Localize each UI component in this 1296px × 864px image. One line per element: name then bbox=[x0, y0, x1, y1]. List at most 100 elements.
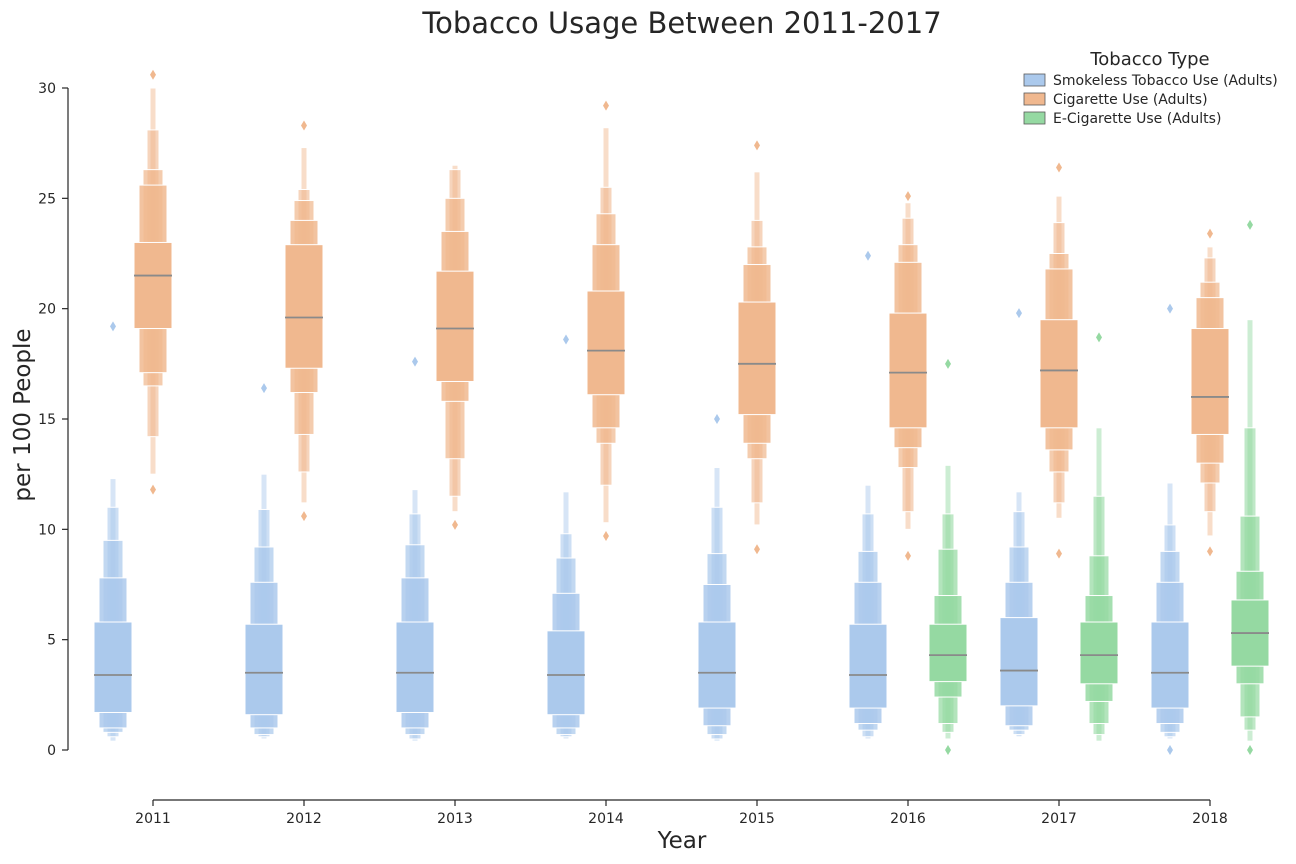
boxen-level-0 bbox=[93, 621, 133, 713]
boxen-level-0 bbox=[1039, 319, 1079, 429]
legend-items: Smokeless Tobacco Use (Adults) Cigarette … bbox=[1023, 73, 1278, 127]
legend-swatch bbox=[1023, 92, 1046, 106]
boxen-group bbox=[1190, 228, 1230, 557]
y-tick-label: 5 bbox=[47, 633, 56, 649]
legend-swatch bbox=[1023, 73, 1046, 87]
outlier-point bbox=[865, 250, 871, 261]
x-tick-label: 2013 bbox=[437, 811, 473, 827]
plot-area bbox=[93, 69, 1270, 755]
series-1 bbox=[133, 69, 1230, 561]
outlier-point bbox=[452, 519, 458, 530]
legend: Tobacco Type Smokeless Tobacco Use (Adul… bbox=[1023, 49, 1278, 127]
y-tick-label: 20 bbox=[38, 302, 56, 318]
outlier-point bbox=[945, 358, 951, 369]
boxen-level-0 bbox=[133, 241, 173, 330]
y-tick-label: 25 bbox=[38, 191, 56, 207]
outlier-point bbox=[714, 414, 720, 424]
boxen-level-0 bbox=[435, 270, 475, 382]
boxen-level-0 bbox=[1190, 328, 1230, 435]
boxen-group bbox=[848, 250, 888, 740]
y-axis-ticks: 0 5 10 15 20 25 30 bbox=[38, 81, 68, 759]
x-tick-label: 2012 bbox=[286, 811, 322, 827]
outlier-point bbox=[301, 120, 307, 131]
boxen-group bbox=[888, 191, 928, 561]
boxen-group bbox=[546, 334, 586, 740]
outlier-point bbox=[1207, 546, 1213, 557]
boxen-group bbox=[1230, 219, 1270, 755]
boxen-group bbox=[586, 100, 626, 541]
boxen-level-0 bbox=[1079, 621, 1119, 685]
x-tick-label: 2016 bbox=[890, 811, 926, 827]
x-axis-ticks: 2011 2012 2013 2014 2015 2016 2017 2018 bbox=[135, 800, 1228, 827]
boxen-level-0 bbox=[395, 621, 435, 713]
outlier-point bbox=[1167, 745, 1173, 755]
outlier-point bbox=[603, 530, 609, 541]
boxen-level-0 bbox=[697, 621, 737, 709]
series-2 bbox=[928, 219, 1270, 755]
outlier-point bbox=[603, 100, 609, 111]
legend-label: E-Cigarette Use (Adults) bbox=[1053, 111, 1221, 127]
outlier-point bbox=[301, 511, 307, 522]
outlier-point bbox=[1247, 219, 1253, 230]
outlier-point bbox=[150, 484, 156, 495]
outlier-point bbox=[1056, 162, 1062, 173]
y-tick-label: 0 bbox=[47, 743, 56, 759]
boxen-level-0 bbox=[546, 630, 586, 716]
boxen-level-0 bbox=[999, 617, 1039, 707]
x-tick-label: 2014 bbox=[588, 811, 624, 827]
boxen-group bbox=[93, 321, 133, 742]
boxen-group bbox=[1150, 303, 1190, 755]
x-tick-label: 2015 bbox=[739, 811, 775, 827]
outlier-point bbox=[1207, 228, 1213, 239]
x-tick-label: 2017 bbox=[1041, 811, 1077, 827]
y-tick-label: 30 bbox=[38, 81, 56, 97]
x-tick-label: 2011 bbox=[135, 811, 171, 827]
outlier-point bbox=[1096, 332, 1102, 343]
outlier-point bbox=[261, 383, 267, 394]
x-tick-label: 2018 bbox=[1192, 811, 1228, 827]
boxen-level-0 bbox=[284, 244, 324, 369]
y-tick-label: 10 bbox=[38, 522, 56, 538]
legend-label: Smokeless Tobacco Use (Adults) bbox=[1053, 73, 1278, 89]
boxen-group bbox=[697, 414, 737, 742]
boxen-group bbox=[244, 383, 284, 740]
outlier-point bbox=[1247, 745, 1253, 755]
chart-title: Tobacco Usage Between 2011-2017 bbox=[421, 6, 941, 40]
boxen-level-0 bbox=[888, 312, 928, 429]
legend-swatch bbox=[1023, 111, 1046, 125]
legend-item: E-Cigarette Use (Adults) bbox=[1023, 111, 1221, 127]
outlier-point bbox=[110, 321, 116, 332]
boxen-level-0 bbox=[928, 623, 968, 683]
boxen-level-0 bbox=[737, 301, 777, 416]
legend-label: Cigarette Use (Adults) bbox=[1053, 92, 1208, 108]
outlier-point bbox=[754, 140, 760, 151]
boxen-group bbox=[1079, 332, 1119, 742]
outlier-point bbox=[150, 69, 156, 80]
boxen-level-0 bbox=[244, 623, 284, 716]
outlier-point bbox=[945, 745, 951, 755]
outlier-point bbox=[1167, 303, 1173, 314]
boxen-group bbox=[435, 164, 475, 530]
x-axis-label: Year bbox=[657, 828, 707, 854]
legend-item: Smokeless Tobacco Use (Adults) bbox=[1023, 73, 1278, 89]
boxen-group bbox=[1039, 162, 1079, 559]
boxen-level-0 bbox=[586, 290, 626, 396]
outlier-point bbox=[905, 550, 911, 561]
outlier-point bbox=[1056, 548, 1062, 559]
outlier-point bbox=[563, 334, 569, 345]
boxen-group bbox=[395, 356, 435, 742]
outlier-point bbox=[412, 356, 418, 367]
boxen-level-0 bbox=[1150, 621, 1190, 709]
series-0 bbox=[93, 250, 1190, 755]
outlier-point bbox=[905, 191, 911, 202]
legend-item: Cigarette Use (Adults) bbox=[1023, 92, 1208, 108]
boxen-group bbox=[133, 69, 173, 495]
outlier-point bbox=[754, 544, 760, 555]
boxen-level-0 bbox=[848, 623, 888, 709]
outlier-point bbox=[1016, 308, 1022, 319]
boxen-group bbox=[999, 308, 1039, 738]
y-tick-label: 15 bbox=[38, 412, 56, 428]
y-axis-label: per 100 People bbox=[10, 328, 36, 501]
boxen-group bbox=[928, 358, 968, 755]
